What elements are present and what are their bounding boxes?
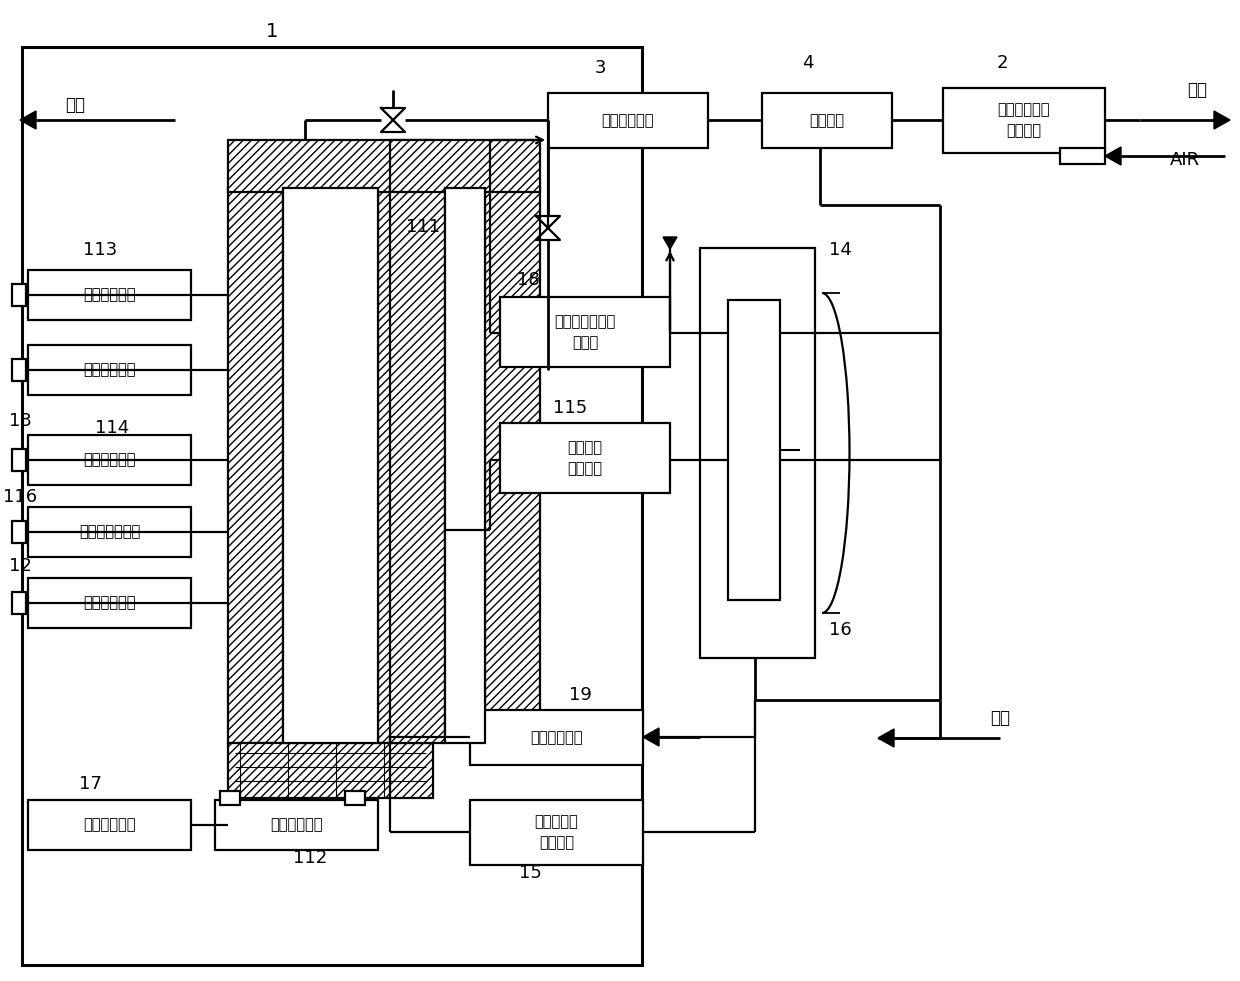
Text: 115: 115 xyxy=(553,399,587,417)
Bar xyxy=(1060,148,1105,164)
Text: 水样导入模块: 水样导入模块 xyxy=(83,595,135,610)
Text: 底部排液模块: 底部排液模块 xyxy=(270,817,322,833)
Text: 13: 13 xyxy=(9,412,31,430)
Text: 排气: 排气 xyxy=(990,709,1011,727)
Text: 冷却模块: 冷却模块 xyxy=(810,113,844,128)
Polygon shape xyxy=(1105,147,1121,165)
Bar xyxy=(942,88,1105,153)
Text: 2: 2 xyxy=(996,54,1008,72)
Text: 氧气提供模块: 氧气提供模块 xyxy=(83,817,135,833)
Polygon shape xyxy=(1214,111,1230,129)
Text: 排气: 排气 xyxy=(1187,81,1207,99)
Text: 过量排液模块: 过量排液模块 xyxy=(83,287,135,302)
Text: 18: 18 xyxy=(517,271,539,289)
Text: 气液分离模块: 气液分离模块 xyxy=(601,113,655,128)
Text: 挥发性有机物提
供模块: 挥发性有机物提 供模块 xyxy=(554,314,615,350)
Bar xyxy=(12,592,26,614)
Text: 112: 112 xyxy=(293,849,327,867)
Text: UV光
提供
模块: UV光 提供 模块 xyxy=(740,419,774,487)
Bar xyxy=(485,188,539,743)
Bar xyxy=(12,521,26,543)
Bar xyxy=(378,188,433,743)
Bar xyxy=(500,297,670,367)
Bar xyxy=(500,423,670,493)
Bar xyxy=(29,800,191,850)
Bar xyxy=(29,507,191,557)
Bar xyxy=(228,140,433,192)
Text: 待氧化溶液
提供模块: 待氧化溶液 提供模块 xyxy=(534,814,578,851)
Text: 14: 14 xyxy=(828,241,852,259)
Text: 药剂提供模块: 药剂提供模块 xyxy=(83,452,135,468)
Text: 排气: 排气 xyxy=(64,96,86,114)
Bar xyxy=(228,188,283,743)
Text: 溶液定量
储存模块: 溶液定量 储存模块 xyxy=(568,440,603,476)
Polygon shape xyxy=(878,729,894,747)
Text: 116: 116 xyxy=(2,488,37,506)
Text: 17: 17 xyxy=(78,775,102,793)
Bar xyxy=(29,270,191,320)
Bar xyxy=(228,743,433,798)
Bar xyxy=(29,578,191,628)
Bar xyxy=(29,435,191,485)
Bar xyxy=(12,284,26,306)
Text: 114: 114 xyxy=(95,419,129,437)
Bar xyxy=(12,449,26,471)
Bar xyxy=(345,791,365,805)
Bar xyxy=(470,710,644,765)
Text: 12: 12 xyxy=(9,557,31,575)
Text: 纯水提供模块: 纯水提供模块 xyxy=(531,730,583,745)
Bar xyxy=(283,188,378,743)
Bar xyxy=(22,47,642,965)
Polygon shape xyxy=(663,237,677,249)
Bar xyxy=(12,359,26,381)
Text: 4: 4 xyxy=(802,54,813,72)
Text: 非分布式红外
线分析仪: 非分布式红外 线分析仪 xyxy=(998,102,1050,138)
Text: 1: 1 xyxy=(265,22,278,41)
Bar xyxy=(728,300,780,600)
Text: 15: 15 xyxy=(518,864,542,882)
Polygon shape xyxy=(20,111,36,129)
Text: 19: 19 xyxy=(569,686,591,704)
Bar xyxy=(215,800,378,850)
Text: 定量排液模块: 定量排液模块 xyxy=(83,363,135,378)
Bar xyxy=(470,800,644,865)
Text: AIR: AIR xyxy=(1169,151,1200,169)
Text: 3: 3 xyxy=(594,59,606,77)
Bar xyxy=(219,791,241,805)
Text: 16: 16 xyxy=(828,621,852,639)
Bar xyxy=(445,188,485,743)
Text: 113: 113 xyxy=(83,241,117,259)
Bar xyxy=(391,188,445,743)
Bar xyxy=(548,93,708,148)
Polygon shape xyxy=(644,728,658,746)
Bar xyxy=(701,248,815,658)
Text: 标准液导入模块: 标准液导入模块 xyxy=(79,525,140,540)
Bar xyxy=(763,93,892,148)
Bar xyxy=(391,140,539,192)
Text: 11: 11 xyxy=(300,223,324,241)
Text: 111: 111 xyxy=(405,218,440,236)
Bar xyxy=(29,345,191,395)
